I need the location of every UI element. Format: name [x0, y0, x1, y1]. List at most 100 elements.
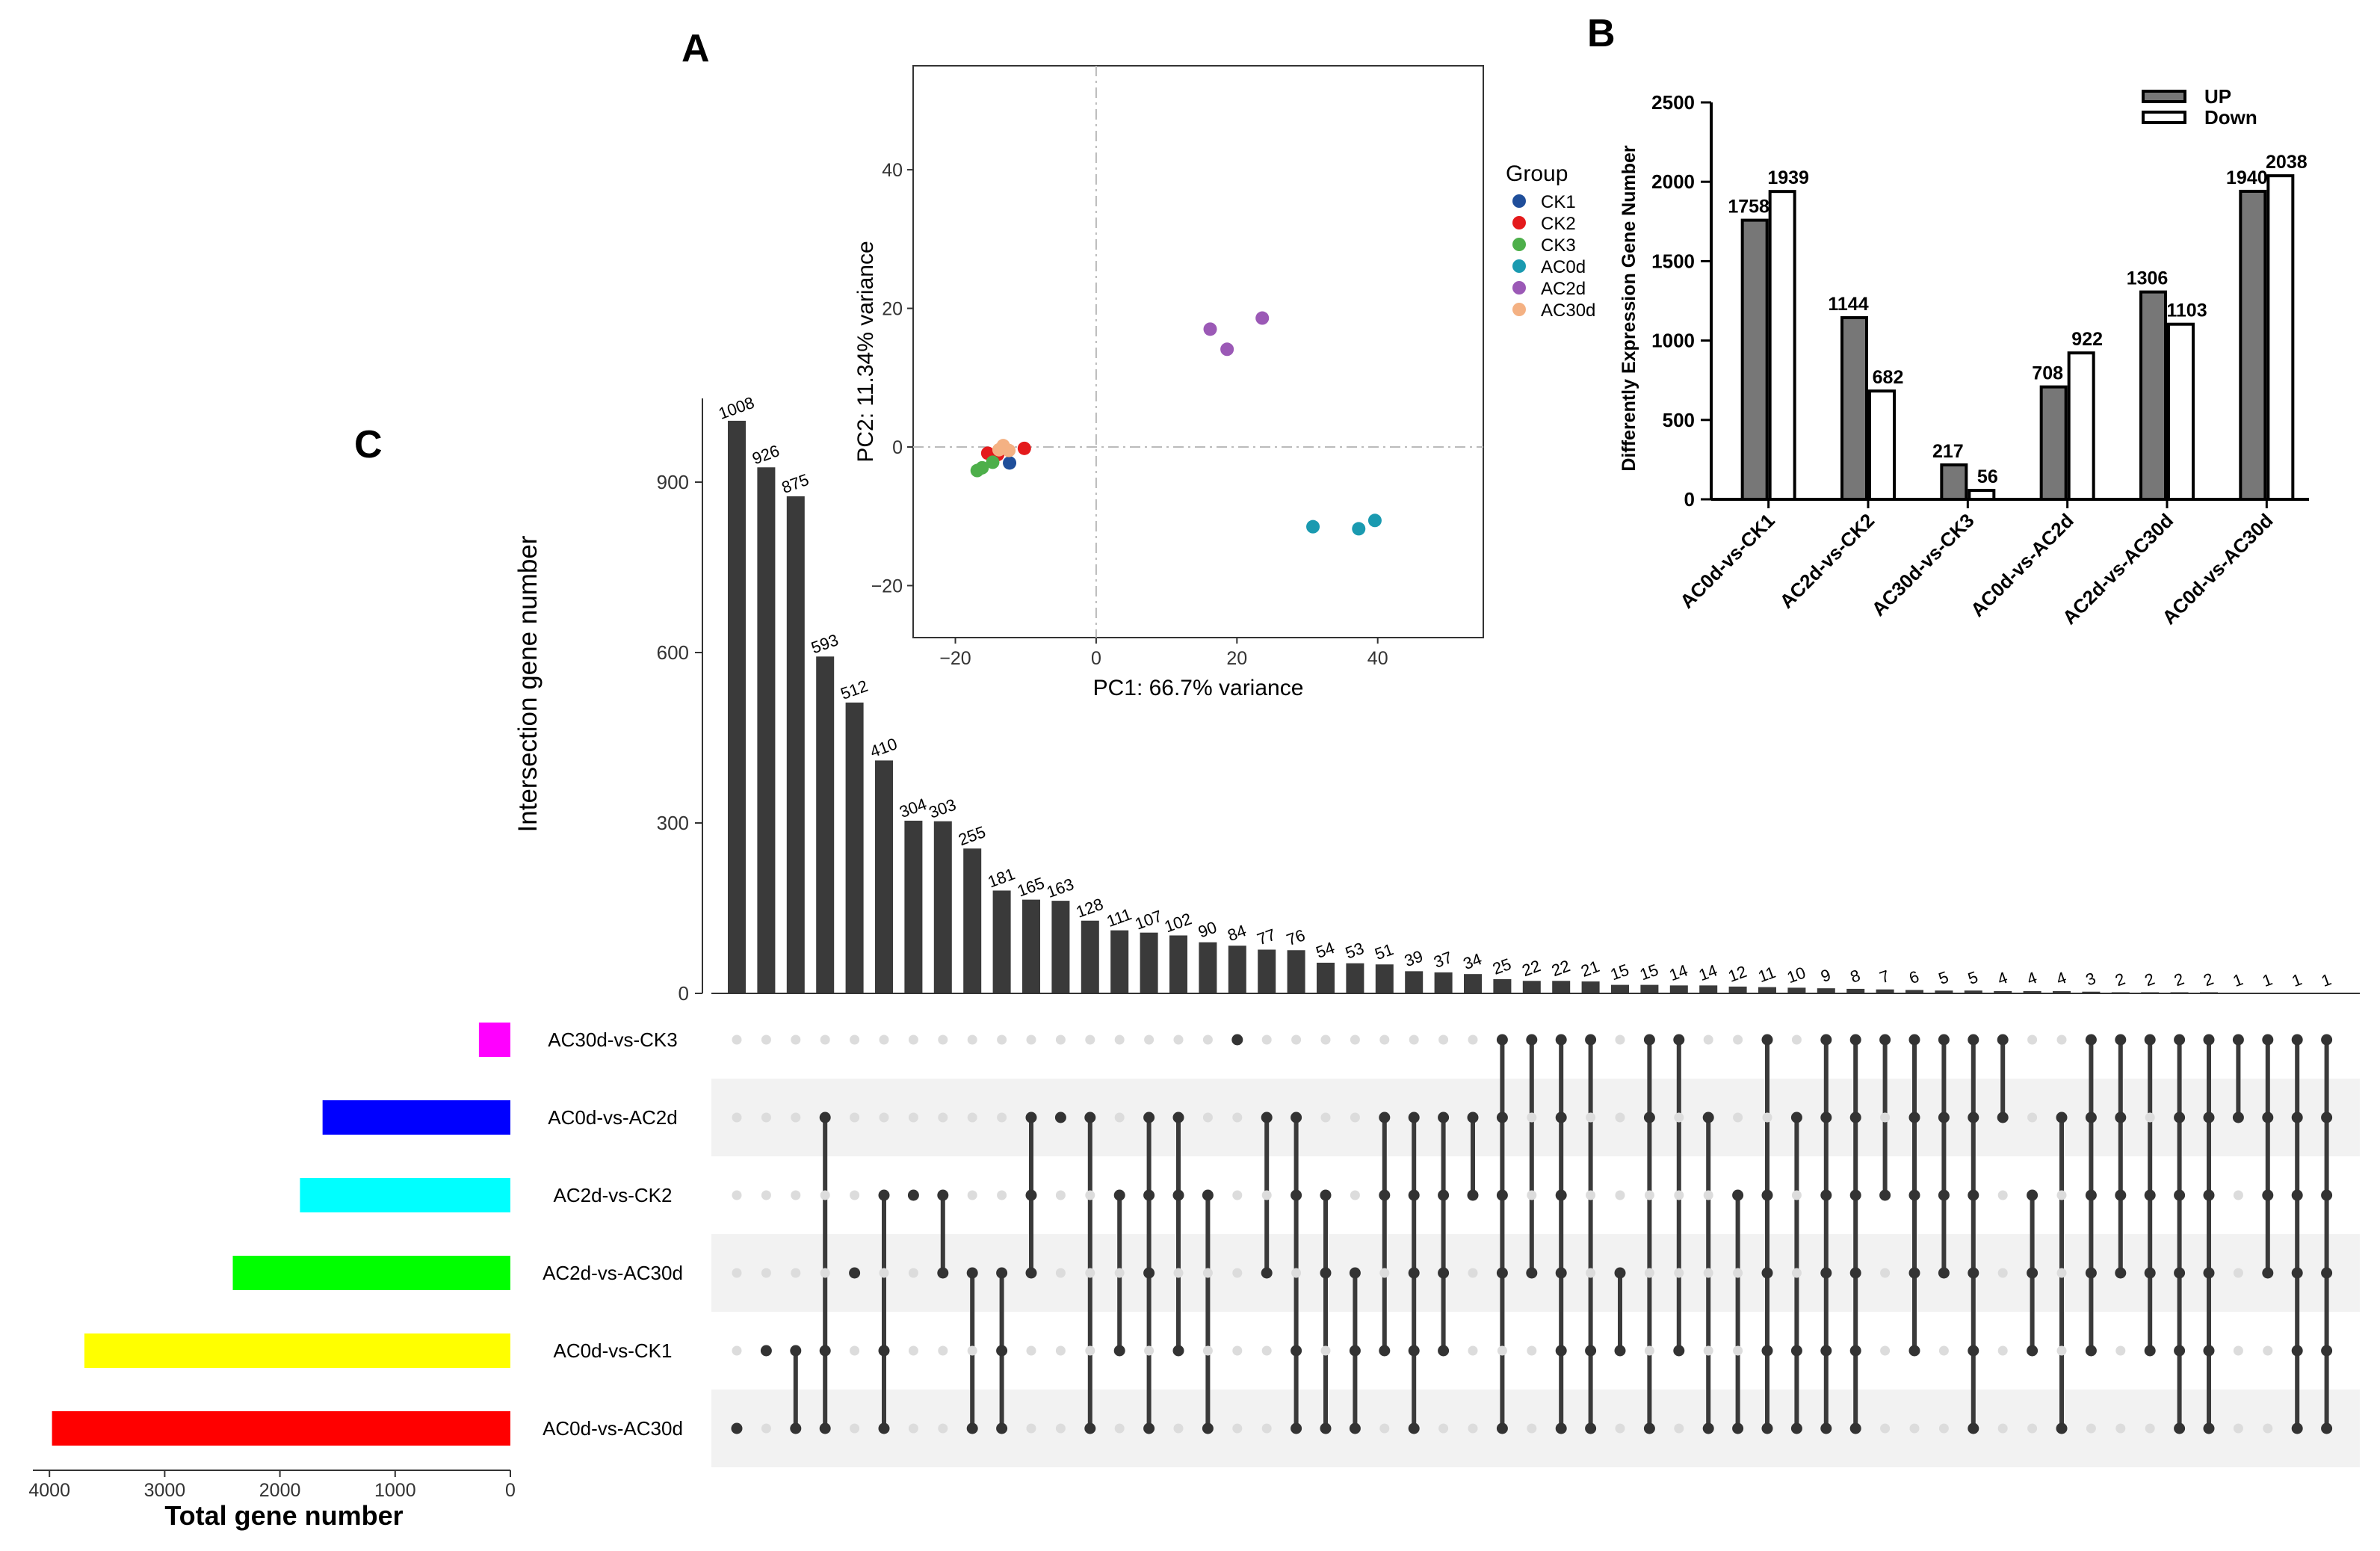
panel-letter-c: C	[354, 423, 383, 466]
total-x-tick-label: 1000	[374, 1480, 416, 1501]
matrix-dot-inactive	[1350, 1112, 1360, 1123]
matrix-dot-active	[1496, 1267, 1508, 1279]
matrix-dot-active	[2027, 1345, 2039, 1357]
deg-bar-value: 1144	[1828, 294, 1868, 315]
pca-point-ac2d	[1255, 311, 1270, 325]
matrix-dot-inactive	[1703, 1034, 1713, 1045]
matrix-dot-active	[1113, 1189, 1125, 1201]
matrix-dot-active	[2203, 1345, 2215, 1357]
matrix-dot-active	[1849, 1267, 1861, 1279]
matrix-dot-active	[1673, 1034, 1685, 1046]
matrix-dot-inactive	[1261, 1190, 1272, 1200]
matrix-dot-active	[2027, 1189, 2039, 1201]
matrix-dot-active	[1938, 1111, 1950, 1123]
matrix-dot-active	[1849, 1111, 1861, 1123]
intersection-bar-value: 4	[2024, 968, 2039, 989]
intersection-y-tick-label: 600	[657, 641, 689, 664]
matrix-dot-inactive	[908, 1268, 918, 1278]
matrix-dot-active	[2085, 1034, 2097, 1046]
matrix-dot-inactive	[1144, 1034, 1155, 1045]
matrix-dot-inactive	[2027, 1112, 2038, 1123]
legend-label-ck3: CK3	[1541, 235, 1576, 256]
matrix-dot-inactive	[791, 1112, 801, 1123]
deg-legend-label-down: Down	[2204, 106, 2257, 129]
matrix-dot-active	[1349, 1422, 1361, 1434]
matrix-dot-active	[2321, 1189, 2333, 1201]
matrix-dot-active	[1054, 1111, 1066, 1123]
matrix-dot-inactive	[1644, 1190, 1654, 1200]
intersection-bar-value: 3	[2083, 969, 2098, 990]
matrix-dot-inactive	[2056, 1034, 2067, 1045]
matrix-dot-inactive	[1791, 1034, 1802, 1045]
deg-bar-value: 708	[2032, 363, 2063, 384]
matrix-dot-inactive	[2233, 1423, 2243, 1434]
matrix-dot-active	[2115, 1189, 2127, 1201]
set-size-bar	[52, 1411, 510, 1446]
intersection-bar-value: 5	[1936, 967, 1951, 988]
set-label: AC2d-vs-AC30d	[543, 1262, 683, 1284]
matrix-dot-inactive	[1791, 1268, 1802, 1278]
matrix-dot-inactive	[1085, 1190, 1095, 1200]
matrix-dot-active	[1761, 1422, 1773, 1434]
intersection-bar-value: 2	[2112, 969, 2127, 990]
intersection-bar-value: 7	[1877, 966, 1892, 987]
matrix-dot-active	[937, 1267, 949, 1279]
matrix-dot-inactive	[732, 1268, 742, 1278]
intersection-bar	[1935, 990, 1953, 993]
matrix-dot-active	[2144, 1345, 2156, 1357]
matrix-dot-active	[1291, 1111, 1302, 1123]
matrix-dot-active	[996, 1345, 1008, 1357]
matrix-dot-inactive	[1055, 1345, 1066, 1356]
matrix-dot-inactive	[2115, 1423, 2126, 1434]
matrix-dot-inactive	[1527, 1423, 1537, 1434]
matrix-dot-inactive	[1468, 1345, 1478, 1356]
matrix-dot-inactive	[1232, 1190, 1243, 1200]
matrix-dot-active	[1614, 1345, 1626, 1357]
pca-points	[970, 311, 1382, 536]
intersection-y-label: Intersection gene number	[513, 535, 543, 832]
intersection-bar	[1081, 920, 1099, 993]
matrix-dot-inactive	[850, 1112, 860, 1123]
intersection-bar	[845, 702, 864, 993]
matrix-dot-active	[996, 1422, 1008, 1434]
intersection-bar-value: 303	[927, 795, 959, 822]
deg-bar-value: 1306	[2127, 268, 2169, 289]
intersection-bar-value: 2	[2172, 969, 2186, 990]
intersection-bar	[2053, 990, 2071, 993]
intersection-bar	[1640, 984, 1659, 993]
matrix-dot-active	[1968, 1422, 1979, 1434]
matrix-dot-inactive	[1880, 1345, 1891, 1356]
matrix-dot-inactive	[938, 1034, 948, 1045]
matrix-dot-inactive	[761, 1112, 771, 1123]
legend-dot-ck1	[1512, 194, 1526, 208]
matrix-dot-inactive	[2233, 1190, 2243, 1200]
matrix-dot-active	[819, 1345, 831, 1357]
matrix-dot-active	[1761, 1034, 1773, 1046]
matrix-dot-inactive	[1350, 1034, 1360, 1045]
intersection-bar-value: 410	[868, 734, 900, 761]
matrix-dot-active	[1820, 1267, 1832, 1279]
matrix-dot-active	[1467, 1189, 1479, 1201]
matrix-dot-active	[2174, 1345, 2186, 1357]
matrix-dot-active	[1908, 1267, 1920, 1279]
set-label: AC0d-vs-AC2d	[548, 1106, 677, 1129]
matrix-dot-active	[1820, 1111, 1832, 1123]
matrix-dot-inactive	[1791, 1190, 1802, 1200]
deg-y-label: Differently Expression Gene Number	[1619, 145, 1639, 472]
matrix-dot-inactive	[1997, 1423, 2008, 1434]
matrix-dot-inactive	[2233, 1345, 2243, 1356]
matrix-dot-inactive	[2233, 1268, 2243, 1278]
pca-point-ac2d	[1220, 342, 1234, 357]
matrix-dot-inactive	[1409, 1034, 1419, 1045]
matrix-dot-inactive	[1703, 1345, 1713, 1356]
legend-dot-ck3	[1512, 238, 1526, 251]
legend-dot-ac2d	[1512, 281, 1526, 295]
matrix-dot-active	[1025, 1267, 1037, 1279]
matrix-dot-active	[1408, 1267, 1420, 1279]
intersection-bar-value: 22	[1519, 956, 1543, 980]
matrix-dot-inactive	[1997, 1345, 2008, 1356]
matrix-dot-active	[1496, 1111, 1508, 1123]
deg-bar-chart: 0 500 1000 1500 2000 2500 1758 1939 AC0d-vs-CK1…	[1619, 85, 2309, 629]
